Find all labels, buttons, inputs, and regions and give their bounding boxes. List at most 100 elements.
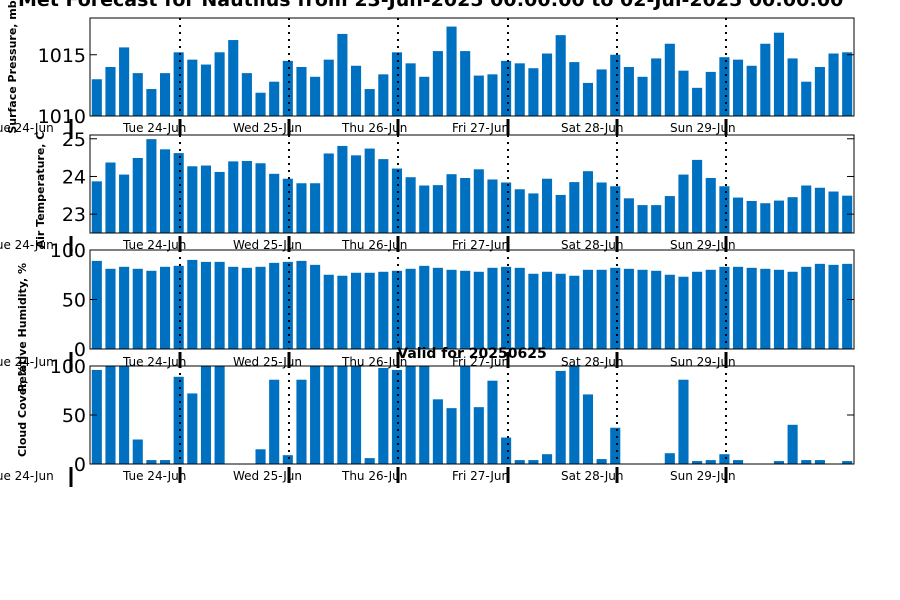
bar	[91, 260, 102, 349]
bar	[446, 174, 457, 233]
bar	[296, 379, 307, 464]
bar	[787, 197, 798, 233]
bar	[146, 139, 157, 233]
bar	[269, 173, 280, 233]
bar	[460, 177, 471, 233]
bar	[610, 267, 621, 349]
date-label: Sat 28-Jun	[561, 469, 624, 483]
bar	[228, 40, 239, 116]
ytick-label: 50	[62, 290, 86, 312]
panel-2: 23 24 25 Tue 24-Jun Tue 24-Jun Wed 25-Jun Thu …	[0, 129, 855, 256]
bar	[405, 63, 416, 116]
bar	[787, 424, 798, 464]
bar	[146, 270, 157, 349]
bar	[91, 181, 102, 233]
bar	[337, 366, 348, 464]
date-label: Thu 26-Jun	[341, 121, 407, 135]
bar	[378, 159, 389, 233]
bar	[132, 157, 143, 233]
date-label: Wed 25-Jun	[233, 121, 302, 135]
bar	[487, 380, 498, 464]
bar	[801, 460, 812, 464]
bar	[828, 191, 839, 233]
bar	[146, 460, 157, 464]
bar	[664, 196, 675, 233]
bar	[419, 366, 430, 464]
bar	[200, 165, 212, 233]
bar	[91, 79, 102, 116]
bar	[228, 266, 239, 349]
bar	[446, 408, 457, 464]
bar	[187, 259, 198, 349]
ytick-label: 0	[74, 454, 86, 476]
bar	[828, 53, 839, 116]
bar	[637, 205, 648, 233]
bar	[664, 43, 675, 117]
bar	[828, 264, 839, 349]
bar	[596, 459, 607, 464]
bar	[119, 366, 130, 464]
panel-1: 1010 1015 Tue 24-Jun Tue 24-Jun Wed 25-Jun Th…	[0, 0, 855, 139]
date-label: Sat 28-Jun	[561, 238, 624, 252]
bar	[732, 266, 744, 349]
bar	[692, 461, 703, 464]
ylabel: Surface Pressure, mb	[6, 0, 19, 133]
bar	[391, 52, 403, 116]
bar	[91, 369, 102, 464]
bar	[378, 74, 389, 116]
date-label: Tue 24-Jun	[0, 469, 54, 483]
bar	[419, 185, 430, 233]
date-label: Tue 24-Jun	[122, 469, 186, 483]
date-label: Wed 25-Jun	[233, 469, 302, 483]
axes-frame	[89, 17, 855, 117]
bar	[814, 460, 825, 464]
bar	[419, 76, 430, 116]
bar	[132, 73, 143, 117]
bar	[746, 200, 757, 233]
bar	[746, 267, 757, 349]
bar	[746, 65, 757, 116]
bar	[187, 393, 198, 464]
bar	[364, 458, 375, 464]
bar	[173, 265, 184, 349]
bar	[364, 148, 375, 233]
bar	[337, 275, 348, 349]
bar	[132, 439, 143, 464]
bar	[732, 59, 744, 116]
bar	[528, 273, 539, 349]
date-label: Sun 29-Jun	[670, 121, 736, 135]
bar	[773, 200, 785, 233]
bar	[569, 275, 580, 349]
date-label: Fri 27-Jun	[452, 469, 509, 483]
ytick-label: 100	[50, 356, 86, 378]
bar	[310, 366, 321, 464]
bar	[842, 461, 853, 464]
bar	[310, 264, 321, 349]
bar	[432, 267, 443, 349]
bar	[255, 449, 266, 464]
bar	[132, 268, 143, 349]
bar	[719, 266, 730, 349]
date-label: Fri 27-Jun	[452, 238, 509, 252]
bar	[773, 269, 785, 349]
bar	[705, 177, 716, 233]
bar	[228, 161, 239, 233]
bar	[214, 52, 225, 116]
bar	[241, 161, 252, 233]
ytick-label: 100	[50, 240, 86, 262]
bar	[692, 87, 703, 116]
bar	[187, 166, 198, 233]
bar	[623, 67, 634, 116]
bar	[637, 269, 648, 349]
bar	[801, 266, 812, 349]
bar	[323, 153, 334, 233]
bar	[419, 265, 430, 349]
bar	[473, 271, 484, 349]
date-label: Sun 29-Jun	[670, 238, 736, 252]
bar	[159, 73, 171, 117]
bar	[842, 52, 853, 116]
ytick-label: 23	[62, 204, 86, 226]
bar	[528, 68, 539, 116]
bar	[378, 367, 389, 464]
